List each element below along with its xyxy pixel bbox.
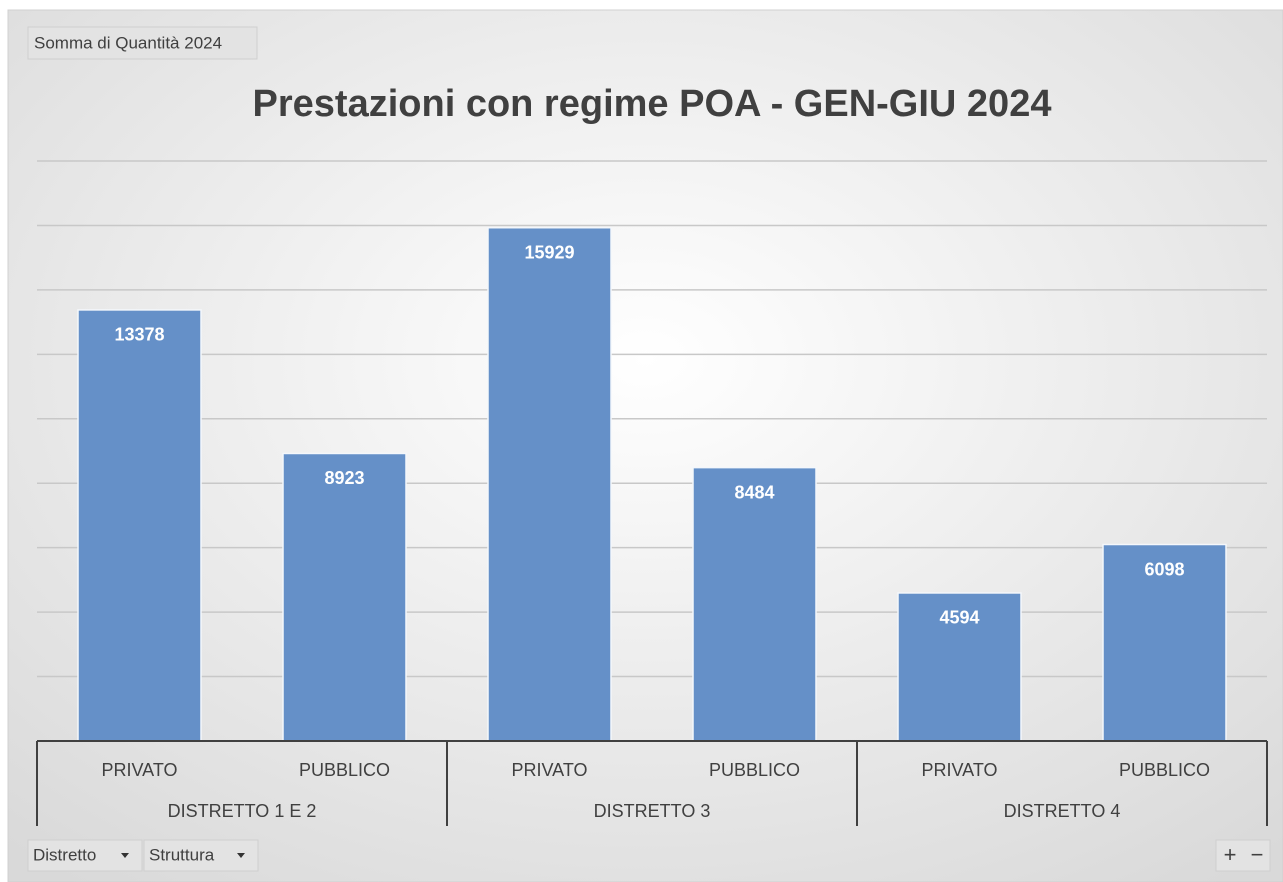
- zoom-buttons[interactable]: [1215, 839, 1271, 872]
- value-field-button[interactable]: [27, 26, 258, 60]
- x-tick-label: PRIVATO: [101, 760, 177, 780]
- bar: [77, 309, 202, 742]
- field-button[interactable]: [27, 839, 143, 872]
- chart-title: Prestazioni con regime POA - GEN-GIU 202…: [253, 83, 1052, 125]
- data-label: 13378: [114, 325, 164, 345]
- x-tick-label: PUBBLICO: [1119, 760, 1210, 780]
- dropdown-arrow: [121, 853, 129, 858]
- expand-button[interactable]: +: [1224, 842, 1237, 867]
- bar: [282, 452, 407, 742]
- data-label: 4594: [939, 608, 979, 628]
- data-label: 8923: [324, 468, 364, 488]
- x-tick-label: PRIVATO: [921, 760, 997, 780]
- value-field-label: Somma di Quantità 2024: [34, 33, 222, 52]
- group-label: DISTRETTO 1 E 2: [168, 801, 317, 821]
- data-label: 8484: [734, 482, 774, 502]
- group-label: DISTRETTO 3: [594, 801, 711, 821]
- data-label: 6098: [1144, 559, 1184, 579]
- collapse-button[interactable]: −: [1251, 842, 1264, 867]
- dropdown-arrow: [237, 853, 245, 858]
- bar: [487, 226, 612, 742]
- data-label: 15929: [524, 242, 574, 262]
- x-tick-label: PUBBLICO: [709, 760, 800, 780]
- field-label: Struttura: [149, 845, 215, 864]
- x-tick-label: PRIVATO: [511, 760, 587, 780]
- field-label: Distretto: [33, 845, 96, 864]
- bar: [692, 466, 817, 742]
- x-tick-label: PUBBLICO: [299, 760, 390, 780]
- bar: [897, 592, 1022, 742]
- axis-field-buttons: Distretto Struttura + −: [27, 839, 1271, 872]
- chart-area: [7, 9, 1283, 882]
- group-label: DISTRETTO 4: [1004, 801, 1121, 821]
- bar: [1102, 543, 1227, 742]
